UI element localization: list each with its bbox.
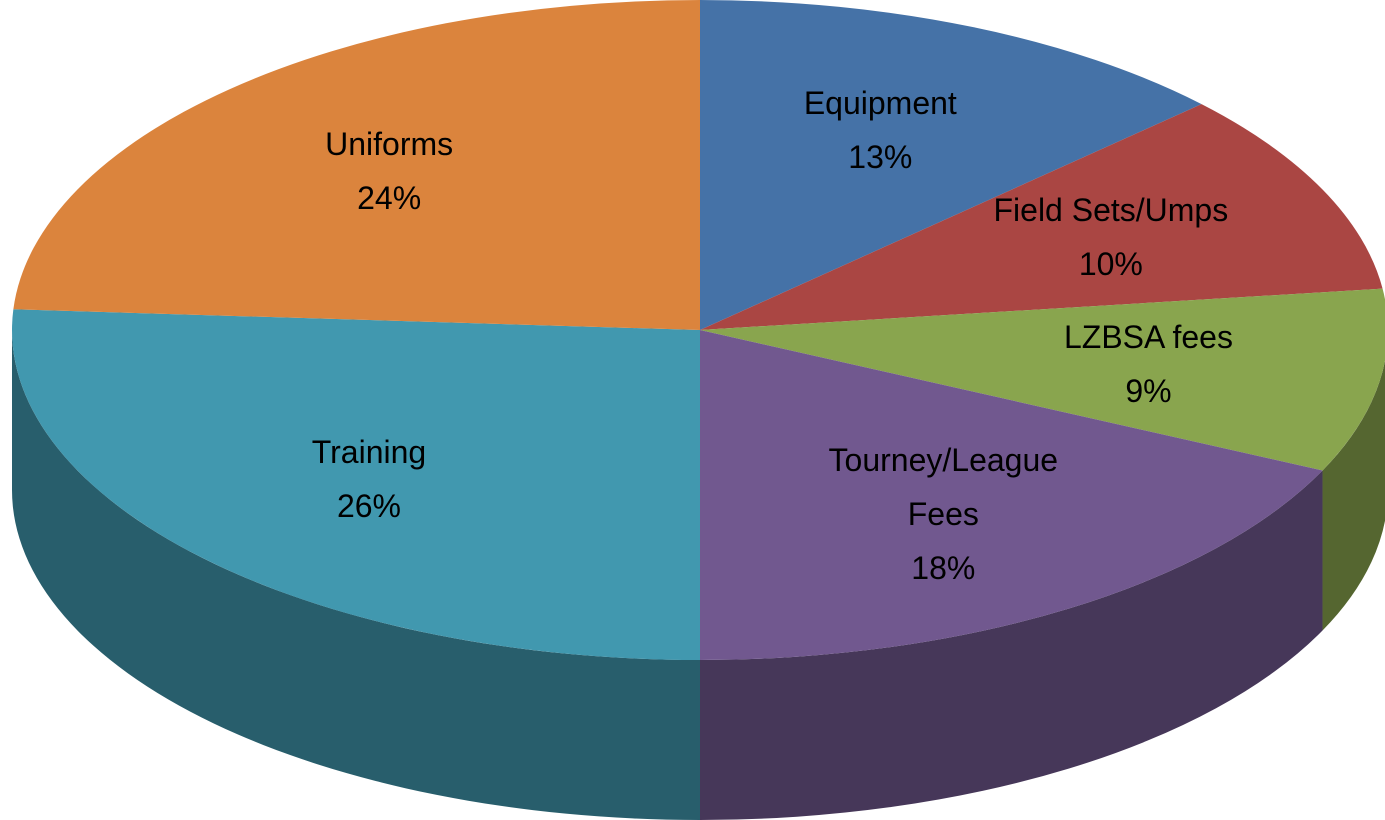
data-label: Equipment 13% (745, 76, 1015, 184)
value-label: 13% (848, 139, 913, 176)
slice (13, 0, 701, 330)
category-label: Tourney/League Fees (828, 441, 1059, 532)
data-label: Field Sets/Umps 10% (976, 183, 1246, 291)
slice (700, 104, 1383, 330)
slice-side (700, 470, 1323, 820)
data-label: Training 26% (234, 425, 504, 533)
data-label: Uniforms 24% (254, 117, 524, 225)
category-label: Training (311, 434, 427, 471)
category-label: Field Sets/Umps (993, 192, 1229, 229)
value-label: 24% (357, 180, 422, 217)
value-label: 10% (1078, 246, 1143, 283)
value-label: 9% (1125, 373, 1172, 410)
slice (700, 0, 1202, 330)
slice (700, 288, 1385, 471)
slice-side (12, 330, 700, 820)
slice-side (1322, 360, 1385, 631)
category-label: LZBSA fees (1063, 319, 1233, 356)
slice (700, 330, 1323, 660)
category-label: Uniforms (325, 126, 454, 163)
category-label: Equipment (803, 85, 957, 122)
slice (12, 309, 701, 660)
data-label: LZBSA fees 9% (1013, 310, 1283, 418)
value-label: 26% (336, 488, 401, 525)
data-label: Tourney/League Fees 18% (808, 433, 1078, 595)
value-label: 18% (911, 549, 976, 586)
